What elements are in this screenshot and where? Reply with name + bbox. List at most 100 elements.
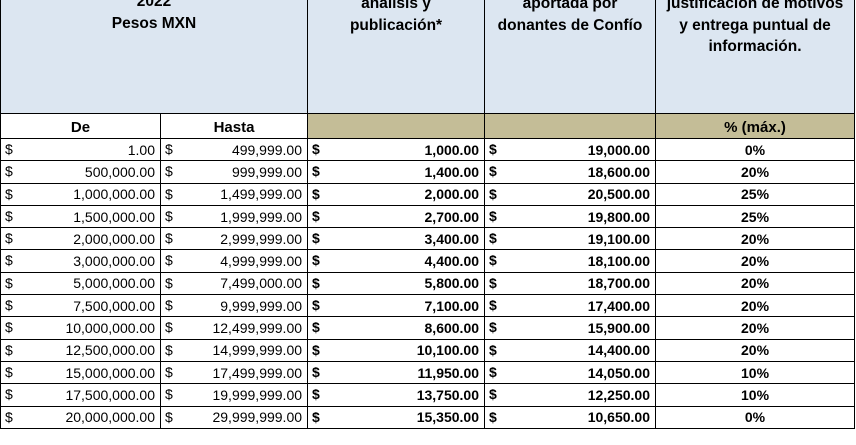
- currency-symbol: $: [5, 274, 13, 291]
- to-amount-cell-value: 1,499,999.00: [220, 186, 303, 203]
- to-amount-cell-value: 4,999,999.00: [220, 253, 303, 270]
- pct-cell: 20%: [655, 294, 856, 318]
- currency-symbol: $: [5, 163, 13, 180]
- pct-cell: 0%: [655, 405, 856, 429]
- to-amount-cell: $29,999,999.00: [159, 405, 309, 429]
- currency-symbol: $: [489, 163, 497, 180]
- currency-symbol: $: [5, 207, 13, 224]
- analysis-fee-cell-value: 4,400.00: [424, 253, 480, 270]
- to-amount-cell: $999,999.00: [159, 160, 309, 184]
- currency-symbol: $: [312, 185, 320, 202]
- from-amount-cell: $2,000,000.00: [0, 227, 161, 251]
- donor-amount-cell-value: 14,050.00: [587, 364, 651, 381]
- pct-cell: 10%: [655, 360, 856, 385]
- from-amount-cell: $1.00: [0, 137, 161, 162]
- analysis-fee-cell: $13,750.00: [307, 383, 486, 407]
- to-amount-cell: $17,499,999.00: [159, 360, 309, 385]
- from-amount-cell-value: 10,000,000.00: [65, 320, 155, 337]
- range-header-currency: Pesos MXN: [111, 14, 197, 32]
- donor-amount-cell-value: 19,000.00: [587, 141, 651, 158]
- donor-amount-cell: $14,050.00: [484, 360, 657, 385]
- to-amount-cell: $1,499,999.00: [159, 182, 309, 206]
- from-amount-cell: $20,000,000.00: [0, 405, 161, 429]
- currency-symbol: $: [5, 341, 13, 358]
- header-row: 2022 Pesos MXN análisis y publicación* a…: [0, 0, 856, 114]
- from-amount-cell-value: 15,000,000.00: [65, 364, 155, 381]
- analysis-fee-cell-value: 2,700.00: [424, 208, 480, 225]
- donor-amount-cell-value: 10,650.00: [587, 409, 651, 426]
- table-row: $10,000,000.00 $12,499,999.00 $8,600.00 $15…: [0, 316, 856, 340]
- table-body: 2022 Pesos MXN análisis y publicación* a…: [0, 0, 856, 429]
- pct-cell: 20%: [655, 249, 856, 273]
- range-header-cell: 2022 Pesos MXN: [0, 0, 309, 114]
- currency-symbol: $: [312, 341, 320, 358]
- currency-symbol: $: [489, 341, 497, 358]
- donor-header-cell: aportada por donantes de Confío: [484, 0, 657, 114]
- from-amount-cell-value: 5,000,000.00: [73, 275, 155, 292]
- from-header: De: [0, 113, 161, 139]
- currency-symbol: $: [312, 319, 320, 336]
- analysis-fee-cell-value: 3,400.00: [424, 230, 480, 247]
- table-row: $2,000,000.00 $2,999,999.00 $3,400.00 $19,1…: [0, 227, 856, 251]
- currency-symbol: $: [489, 185, 497, 202]
- currency-symbol: $: [5, 363, 13, 380]
- analysis-fee-cell-value: 13,750.00: [416, 386, 480, 403]
- currency-symbol: $: [5, 408, 13, 425]
- from-amount-cell: $10,000,000.00: [0, 316, 161, 340]
- currency-symbol: $: [312, 274, 320, 291]
- donor-amount-cell: $18,100.00: [484, 249, 657, 273]
- subheader-row: De Hasta % (máx.): [0, 113, 856, 139]
- currency-symbol: $: [489, 363, 497, 380]
- analysis-fee-cell: $8,600.00: [307, 316, 486, 340]
- from-amount-cell: $1,500,000.00: [0, 204, 161, 229]
- to-amount-cell-value: 19,999,999.00: [212, 386, 303, 403]
- analysis-fee-cell: $1,000.00: [307, 137, 486, 162]
- table-row: $1.00 $499,999.00 $1,000.00 $19,000.00 0%: [0, 137, 856, 162]
- currency-symbol: $: [312, 386, 320, 403]
- currency-symbol: $: [5, 386, 13, 403]
- to-amount-cell: $9,999,999.00: [159, 294, 309, 318]
- currency-symbol: $: [165, 163, 173, 180]
- analysis-fee-cell-value: 10,100.00: [416, 342, 480, 359]
- from-amount-cell: $5,000,000.00: [0, 271, 161, 296]
- to-amount-cell-value: 29,999,999.00: [212, 409, 303, 426]
- pct-cell: 0%: [655, 137, 856, 162]
- to-amount-cell-value: 17,499,999.00: [212, 364, 303, 381]
- analysis-fee-cell-value: 15,350.00: [416, 409, 480, 426]
- currency-symbol: $: [165, 207, 173, 224]
- currency-symbol: $: [5, 252, 13, 269]
- currency-symbol: $: [5, 185, 13, 202]
- donor-amount-cell: $18,600.00: [484, 160, 657, 184]
- currency-symbol: $: [165, 230, 173, 247]
- donor-amount-cell: $18,700.00: [484, 271, 657, 296]
- donor-subheader-blank: [484, 113, 657, 139]
- pct-cell: 20%: [655, 271, 856, 296]
- from-amount-cell-value: 1,000,000.00: [73, 186, 155, 203]
- table-row: $1,000,000.00 $1,499,999.00 $2,000.00 $20,5…: [0, 182, 856, 206]
- to-amount-cell-value: 999,999.00: [231, 163, 303, 180]
- currency-symbol: $: [312, 252, 320, 269]
- currency-symbol: $: [165, 274, 173, 291]
- analysis-fee-cell-value: 11,950.00: [417, 364, 480, 381]
- donor-amount-cell: $19,800.00: [484, 204, 657, 229]
- donor-amount-cell-value: 18,700.00: [587, 275, 651, 292]
- pct-cell: 10%: [655, 383, 856, 407]
- range-header-year: 2022: [136, 0, 172, 10]
- to-amount-cell-value: 14,999,999.00: [212, 342, 303, 359]
- currency-symbol: $: [165, 408, 173, 425]
- donor-amount-cell: $20,500.00: [484, 182, 657, 206]
- donor-amount-cell: $17,400.00: [484, 294, 657, 318]
- donor-amount-cell: $15,900.00: [484, 316, 657, 340]
- to-amount-cell: $2,999,999.00: [159, 227, 309, 251]
- currency-symbol: $: [165, 319, 173, 336]
- currency-symbol: $: [5, 297, 13, 314]
- currency-symbol: $: [312, 230, 320, 247]
- pct-cell: 20%: [655, 338, 856, 362]
- analysis-fee-cell-value: 7,100.00: [424, 297, 480, 314]
- donor-amount-cell-value: 17,400.00: [587, 297, 651, 314]
- from-amount-cell: $12,500,000.00: [0, 338, 161, 362]
- currency-symbol: $: [312, 207, 320, 224]
- analysis-fee-cell: $4,400.00: [307, 249, 486, 273]
- to-amount-cell: $19,999,999.00: [159, 383, 309, 407]
- donor-amount-cell-value: 18,600.00: [587, 163, 651, 180]
